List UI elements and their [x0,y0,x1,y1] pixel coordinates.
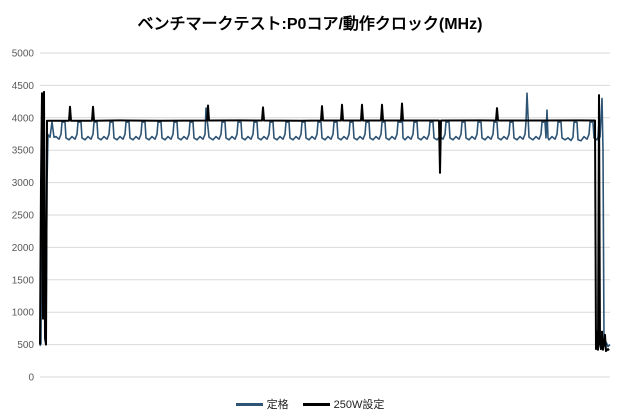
legend-label: 定格 [266,399,289,411]
svg-text:3500: 3500 [12,146,35,157]
legend-swatch [235,402,263,406]
legend-swatch [302,402,330,406]
svg-text:4000: 4000 [12,113,35,124]
y-axis-tick-labels: 0 500 1000 1500 2000 2500 3000 3500 4000 4500 5000 [12,49,35,384]
svg-text:4500: 4500 [12,81,35,92]
svg-text:2500: 2500 [12,211,35,222]
svg-text:5000: 5000 [12,49,35,60]
legend-item-250w: 250W設定 [302,396,385,412]
svg-text:3000: 3000 [12,178,35,189]
legend-label: 250W設定 [333,399,385,411]
gridlines [40,52,610,378]
legend-item-teikaku: 定格 [235,396,289,412]
chart-legend: 定格 250W設定 [0,396,620,412]
series-lines [39,90,611,353]
svg-text:1000: 1000 [12,308,35,319]
svg-text:1500: 1500 [12,275,35,286]
svg-text:2000: 2000 [12,243,35,254]
svg-text:0: 0 [28,373,34,384]
chart-title: ベンチマークテスト:P0コア/動作クロック(MHz) [137,16,483,33]
svg-text:500: 500 [17,340,34,351]
